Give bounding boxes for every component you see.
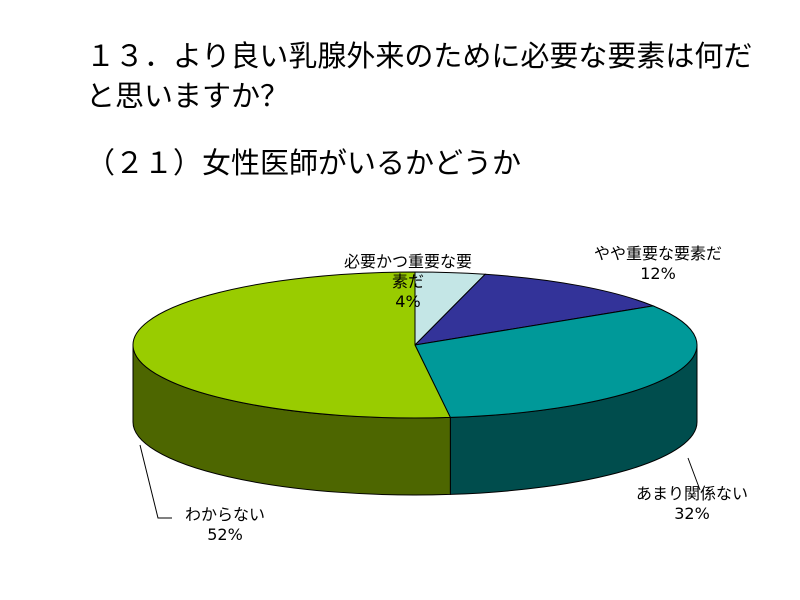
leader-line <box>687 457 701 491</box>
slice-label: 必要かつ重要な要素だ 4% <box>338 252 478 312</box>
slice <box>132 271 452 419</box>
category-label: あまり関係ない <box>635 484 748 503</box>
slice <box>414 305 698 418</box>
category-label: 必要かつ重要な要素だ <box>343 252 472 291</box>
slice-label: やや重要な要素だ 12% <box>578 244 738 284</box>
slice <box>413 273 655 346</box>
chart-title: １３．より良い乳腺外来のために必要な要素は何だと思いますか？ <box>86 39 753 113</box>
value-label: 4% <box>395 292 421 311</box>
category-label: わからない <box>184 505 265 524</box>
slice-label: わからない 52% <box>160 505 290 545</box>
category-label: やや重要な要素だ <box>593 244 722 263</box>
value-label: 52% <box>207 525 243 544</box>
value-label: 12% <box>640 264 676 283</box>
chart-subtitle: （２１）女性医師がいるかどうか <box>86 146 522 180</box>
value-label: 32% <box>674 504 710 523</box>
slice-label: あまり関係ない 32% <box>612 484 772 524</box>
leader-line <box>139 444 172 519</box>
